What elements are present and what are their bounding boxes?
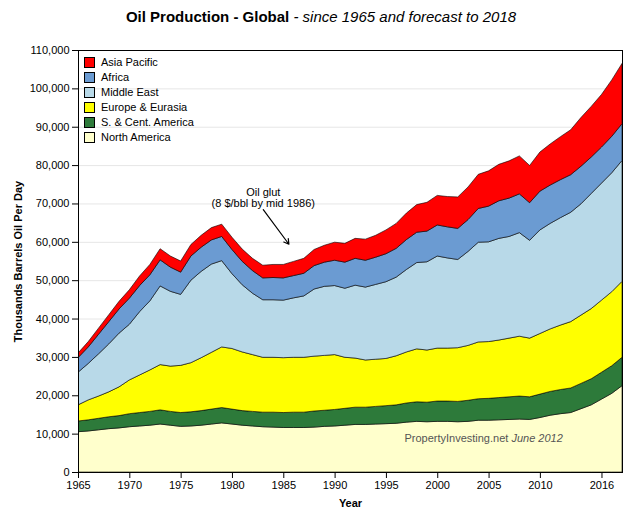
svg-text:1980: 1980 [220,479,244,491]
html-text:S. & Cent. America: S. & Cent. America [101,116,194,128]
html-text:PropertyInvesting.net June 201: PropertyInvesting.net June 2012 [404,431,563,444]
html-text:Oil Production - Global - sinc: Oil Production - Global - since 1965 and… [125,8,517,25]
svg-text:2016: 2016 [590,479,614,491]
svg-text:Thousands Barrels Oil Per Day: Thousands Barrels Oil Per Day [12,180,24,342]
svg-text:2005: 2005 [477,479,501,491]
svg-text:60,000: 60,000 [36,236,70,248]
svg-text:70,000: 70,000 [36,197,70,209]
svg-text:110,000: 110,000 [31,44,70,56]
svg-text:20,000: 20,000 [36,389,70,401]
svg-text:40,000: 40,000 [36,313,70,325]
svg-text:100,000: 100,000 [30,82,70,94]
svg-text:Oil glut(8 $/bbl by mid 1986): Oil glut(8 $/bbl by mid 1986) [212,186,315,209]
svg-text:0: 0 [63,466,69,478]
svg-text:1970: 1970 [118,479,142,491]
svg-text:1990: 1990 [323,479,347,491]
html-text:Africa: Africa [101,71,130,83]
svg-text:50,000: 50,000 [36,274,70,286]
svg-text:30,000: 30,000 [36,351,70,363]
html-text:Middle East: Middle East [101,86,159,98]
svg-text:1975: 1975 [169,479,193,491]
html-text:Europe & Eurasia: Europe & Eurasia [101,101,188,113]
html-text:Asia Pacific: Asia Pacific [101,56,158,68]
svg-text:1985: 1985 [272,479,296,491]
svg-text:Year: Year [339,497,363,509]
html-text:North America: North America [101,131,171,143]
svg-text:80,000: 80,000 [36,159,70,171]
svg-text:2010: 2010 [528,479,552,491]
svg-text:10,000: 10,000 [36,428,70,440]
svg-text:1965: 1965 [66,479,90,491]
svg-text:2000: 2000 [426,479,450,491]
svg-text:1995: 1995 [374,479,398,491]
svg-text:90,000: 90,000 [36,121,70,133]
